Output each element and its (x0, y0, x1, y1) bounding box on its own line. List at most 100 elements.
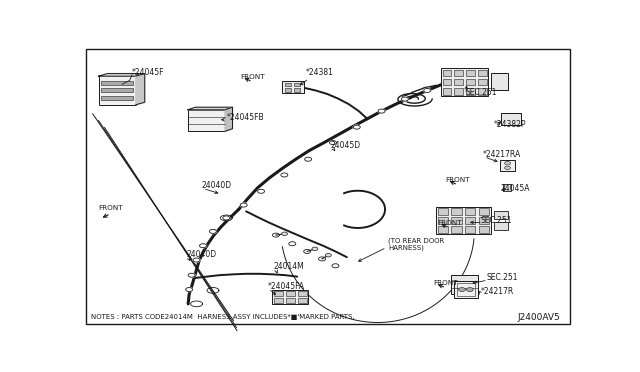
Text: *24045F: *24045F (132, 68, 164, 77)
Bar (465, 208, 476, 215)
Bar (478, 70, 487, 76)
Bar (438, 217, 448, 224)
Bar (438, 208, 448, 215)
Polygon shape (188, 107, 232, 110)
Text: FRONT: FRONT (99, 205, 123, 211)
Bar (441, 68, 488, 96)
Bar (294, 88, 300, 92)
Text: *24382P: *24382P (494, 120, 527, 129)
Bar (99, 76, 136, 105)
Bar (273, 290, 308, 304)
Circle shape (289, 242, 296, 246)
Circle shape (378, 109, 385, 113)
Text: FRONT: FRONT (437, 220, 462, 226)
Circle shape (273, 233, 280, 237)
Text: 24014M: 24014M (273, 263, 304, 272)
Text: *24045FB: *24045FB (227, 113, 264, 122)
Circle shape (467, 288, 474, 292)
Text: (TO REAR DOOR: (TO REAR DOOR (388, 238, 444, 244)
Text: J2400AV5: J2400AV5 (517, 313, 560, 322)
Bar (494, 211, 508, 219)
Circle shape (312, 247, 318, 251)
Bar (494, 222, 508, 230)
Bar (466, 78, 475, 86)
Bar (442, 78, 451, 86)
Circle shape (325, 254, 332, 257)
Bar (479, 217, 489, 224)
Bar (451, 217, 462, 224)
Text: FRONT: FRONT (240, 74, 265, 80)
Circle shape (240, 203, 247, 207)
Text: 24045D: 24045D (330, 141, 360, 150)
Bar (436, 207, 491, 234)
Circle shape (209, 230, 216, 233)
Bar (274, 291, 283, 296)
Text: 24040D: 24040D (202, 182, 232, 190)
Polygon shape (99, 74, 145, 76)
Polygon shape (136, 74, 145, 105)
Circle shape (504, 161, 511, 165)
Circle shape (353, 125, 360, 129)
Bar (479, 226, 489, 232)
Circle shape (458, 288, 465, 292)
Text: FRONT: FRONT (434, 280, 458, 286)
Circle shape (257, 189, 264, 193)
Bar (442, 88, 451, 94)
Bar (294, 83, 300, 86)
Circle shape (330, 141, 337, 145)
Bar (465, 217, 476, 224)
Circle shape (305, 157, 312, 161)
Circle shape (401, 97, 408, 101)
Circle shape (281, 173, 288, 177)
Bar (274, 298, 283, 303)
Bar (282, 81, 304, 93)
Bar (101, 81, 133, 85)
Text: HARNESS): HARNESS) (388, 244, 424, 251)
Bar (298, 298, 307, 303)
Polygon shape (225, 107, 232, 131)
Bar (500, 113, 522, 125)
Bar (454, 281, 478, 298)
Text: SEC.251: SEC.251 (481, 216, 512, 225)
Bar (451, 275, 478, 294)
Bar (451, 226, 462, 232)
Bar (454, 70, 463, 76)
Bar (454, 78, 463, 86)
Circle shape (282, 232, 287, 235)
Circle shape (188, 273, 195, 277)
Text: 24040D: 24040D (187, 250, 217, 259)
Circle shape (504, 166, 511, 170)
Bar (478, 88, 487, 94)
Bar (451, 208, 462, 215)
Bar (286, 291, 295, 296)
Text: *24217RA: *24217RA (483, 150, 521, 159)
Text: 24045A: 24045A (500, 184, 530, 193)
Bar (466, 88, 475, 94)
Bar (298, 291, 307, 296)
Bar (465, 226, 476, 232)
Bar (466, 70, 475, 76)
Bar (502, 185, 511, 191)
Circle shape (200, 244, 207, 248)
Circle shape (304, 250, 310, 253)
Bar (285, 88, 291, 92)
Text: *24381: *24381 (306, 68, 333, 77)
Bar (500, 160, 515, 171)
Bar (478, 78, 487, 86)
Circle shape (193, 258, 200, 262)
Text: FRONT: FRONT (445, 177, 470, 183)
Bar (285, 83, 291, 86)
Bar (101, 89, 133, 93)
Circle shape (332, 264, 339, 268)
Bar (286, 298, 295, 303)
Text: SEC.251: SEC.251 (466, 88, 497, 97)
Bar (101, 96, 133, 100)
Circle shape (186, 288, 193, 292)
Circle shape (223, 216, 230, 220)
Bar (188, 110, 225, 131)
Text: *24045FA: *24045FA (268, 282, 305, 291)
Circle shape (319, 257, 326, 261)
Bar (454, 88, 463, 94)
Text: NOTES : PARTS CODE24014M  HARNESS ASSY INCLUDES*■'MARKED PARTS.: NOTES : PARTS CODE24014M HARNESS ASSY IN… (91, 314, 355, 320)
Bar (457, 283, 475, 296)
